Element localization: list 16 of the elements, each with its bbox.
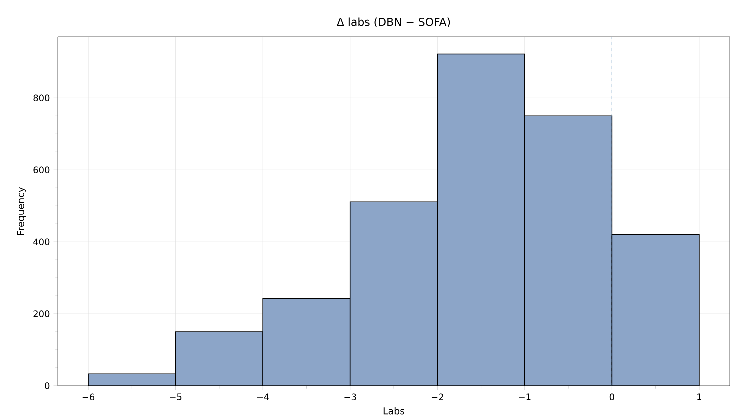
x-axis-title: Labs	[384, 407, 405, 415]
x-tick-label: −4	[257, 394, 270, 400]
y-tick-label: 800	[34, 94, 50, 102]
y-tick-label: 0	[45, 382, 50, 390]
y-tick-label: 400	[34, 238, 50, 246]
y-tick-label: 200	[34, 310, 50, 318]
x-tick-label: 0	[610, 394, 614, 401]
x-tick-label: −6	[82, 394, 95, 401]
y-axis-title: Frequency	[17, 187, 26, 236]
x-tick-label: −1	[519, 394, 531, 400]
x-tick-label: −2	[432, 394, 444, 400]
y-tick-label: 600	[34, 166, 50, 174]
x-tick-label: −5	[170, 394, 182, 400]
chart-title: Δ labs (DBN − SOFA)	[337, 18, 450, 28]
x-tick-label: 1	[698, 394, 702, 400]
x-tick-label: −3	[344, 394, 356, 401]
